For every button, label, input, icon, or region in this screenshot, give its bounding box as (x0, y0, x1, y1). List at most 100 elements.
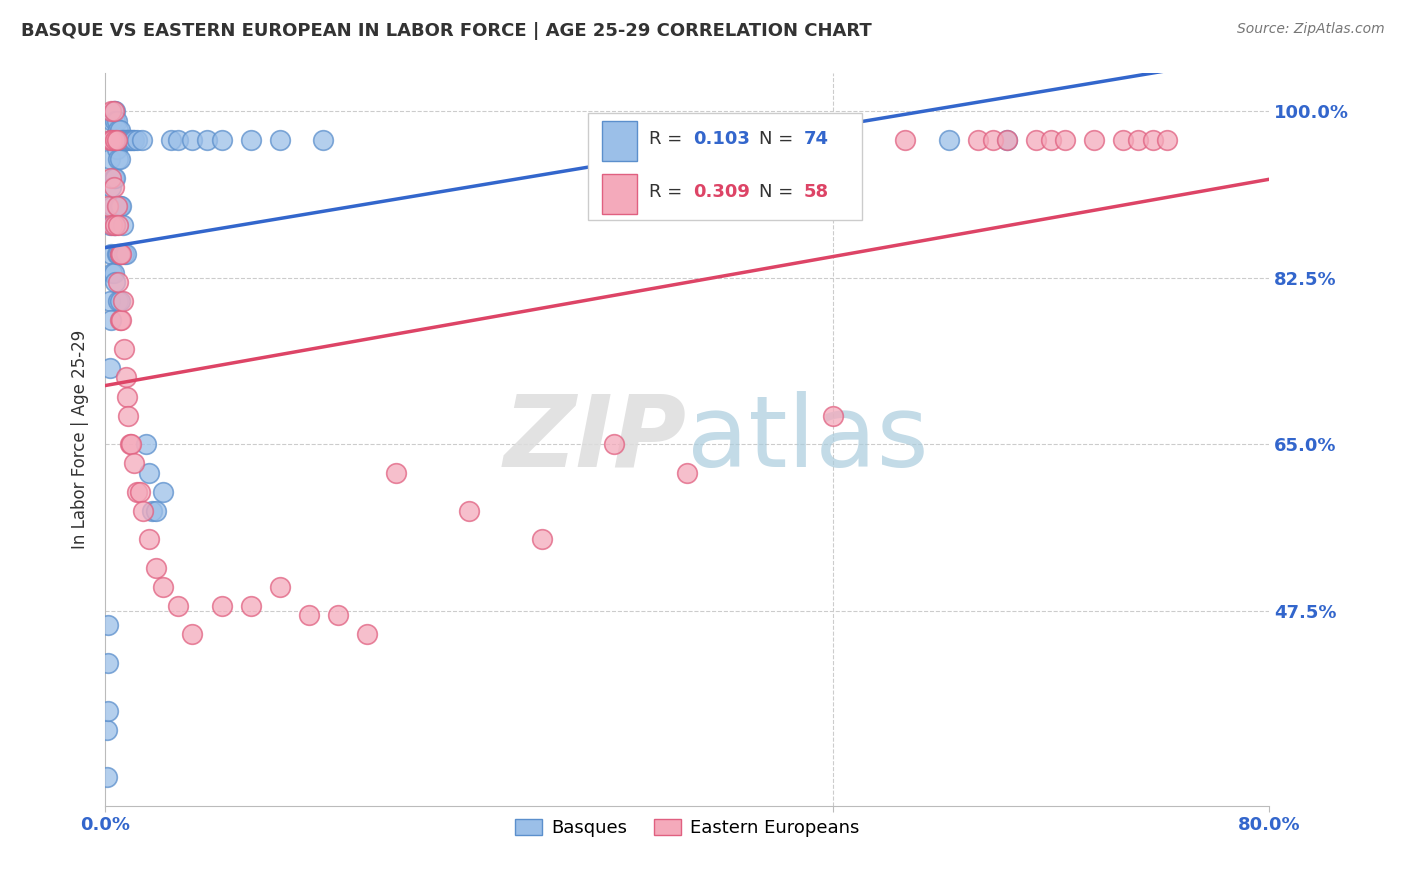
Point (101, 132, 124, 146)
Point (145, 504, 167, 518)
Point (108, 247, 131, 261)
Point (101, 219, 124, 233)
Point (114, 132, 136, 146)
Point (104, 276, 127, 290)
Point (112, 342, 135, 356)
Point (938, 132, 960, 146)
Point (104, 132, 127, 146)
Point (167, 132, 190, 146)
Point (894, 132, 917, 146)
Point (101, 132, 124, 146)
Point (821, 409, 844, 423)
Point (124, 456, 146, 470)
Point (132, 504, 155, 518)
Point (127, 484, 149, 499)
Point (105, 199, 128, 213)
Point (101, 113, 124, 128)
Point (104, 170, 127, 185)
Point (105, 199, 128, 213)
Legend: Basques, Eastern Europeans: Basques, Eastern Europeans (508, 812, 866, 845)
Text: 74: 74 (803, 130, 828, 148)
Point (181, 132, 204, 146)
Point (100, 180, 122, 194)
Point (145, 561, 167, 575)
Point (103, 170, 125, 185)
Point (110, 247, 132, 261)
Y-axis label: In Labor Force | Age 25-29: In Labor Force | Age 25-29 (72, 330, 89, 549)
Point (120, 437, 142, 451)
Text: ZIP: ZIP (505, 391, 688, 488)
Point (181, 627, 204, 641)
FancyBboxPatch shape (602, 121, 637, 161)
Point (115, 132, 138, 146)
Point (457, 504, 479, 518)
Point (108, 123, 131, 137)
Point (103, 180, 125, 194)
Point (108, 294, 131, 309)
Text: 0.103: 0.103 (693, 130, 749, 148)
Point (110, 199, 132, 213)
Point (1156, 132, 1178, 146)
Point (97, 199, 120, 213)
Point (111, 219, 134, 233)
Point (98, 219, 121, 233)
Point (103, 266, 125, 280)
Point (195, 132, 218, 146)
Point (107, 123, 129, 137)
Point (124, 132, 146, 146)
Point (110, 313, 132, 327)
Point (104, 219, 127, 233)
Point (1039, 132, 1062, 146)
Point (135, 437, 157, 451)
Text: N =: N = (759, 184, 799, 202)
Point (152, 484, 174, 499)
Point (981, 132, 1004, 146)
Point (100, 103, 122, 118)
Point (995, 132, 1018, 146)
Text: R =: R = (648, 184, 688, 202)
Point (107, 152, 129, 166)
Point (97, 618, 120, 632)
Point (105, 132, 128, 146)
Point (97, 656, 120, 670)
Point (131, 132, 153, 146)
Point (98, 132, 121, 146)
Point (100, 170, 122, 185)
Point (108, 313, 131, 327)
Point (103, 219, 125, 233)
Point (312, 132, 335, 146)
Point (129, 484, 152, 499)
Text: 58: 58 (803, 184, 828, 202)
Point (127, 132, 149, 146)
Point (96, 770, 118, 784)
Point (298, 608, 321, 623)
Point (98, 152, 121, 166)
Point (101, 199, 124, 213)
Point (111, 294, 134, 309)
Point (1054, 132, 1077, 146)
Point (239, 599, 262, 613)
Point (159, 132, 181, 146)
Point (211, 599, 233, 613)
Point (1126, 132, 1149, 146)
Point (112, 132, 135, 146)
Point (107, 294, 129, 309)
Point (995, 132, 1018, 146)
Point (1112, 132, 1135, 146)
FancyBboxPatch shape (588, 113, 862, 219)
Text: R =: R = (648, 130, 688, 148)
Point (108, 199, 131, 213)
Point (114, 247, 136, 261)
Point (211, 132, 233, 146)
Point (120, 132, 142, 146)
Point (104, 132, 127, 146)
Point (98, 294, 121, 309)
Point (118, 132, 141, 146)
Point (385, 466, 408, 480)
Point (167, 599, 190, 613)
Point (103, 132, 125, 146)
Text: 0.309: 0.309 (693, 184, 749, 202)
Point (530, 533, 553, 547)
Point (111, 132, 134, 146)
Point (152, 580, 174, 594)
